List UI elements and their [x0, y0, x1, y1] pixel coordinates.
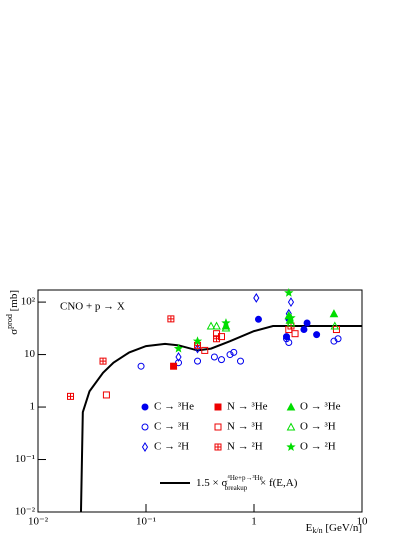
x-tick-label: 10 [357, 516, 369, 528]
curve-prefix: 1.5 × σ [196, 477, 227, 489]
marker [99, 357, 107, 365]
marker [167, 315, 175, 323]
x-tick-label: 10⁻² [28, 516, 49, 528]
y-axis-label: σprod [mb] [5, 290, 20, 335]
marker [173, 343, 184, 353]
marker [67, 392, 75, 400]
legend-marker [286, 402, 296, 411]
y-label-sup: prod [5, 314, 14, 329]
marker [285, 326, 293, 334]
y-tick-label: 10 [24, 348, 36, 360]
marker [102, 391, 110, 399]
marker [237, 357, 245, 365]
y-tick-label: 10⁻¹ [15, 453, 35, 465]
y-tick-label: 1 [30, 401, 36, 413]
curve [79, 325, 362, 512]
legend-marker [286, 442, 296, 451]
marker [313, 331, 321, 339]
marker [175, 359, 183, 367]
legend-marker [286, 422, 296, 431]
marker [217, 356, 225, 364]
marker [291, 330, 299, 338]
curve-suffix: × f(E,A) [257, 477, 297, 489]
y-label-rest: [mb] [8, 290, 20, 314]
marker [170, 362, 178, 370]
marker [213, 335, 221, 343]
marker [303, 319, 311, 327]
x-tick-label: 10⁻¹ [136, 516, 156, 528]
legend-marker [141, 442, 149, 452]
marker [137, 362, 145, 370]
marker [194, 343, 201, 354]
marker [283, 333, 291, 341]
marker [192, 336, 203, 346]
plot-frame [37, 289, 363, 513]
x-axis-label: Ek/n [GeV/n] [306, 522, 362, 535]
legend-label: N → ²H [227, 441, 263, 453]
legend-label: C → ³H [154, 421, 189, 433]
curve-group [79, 325, 362, 512]
legend-marker [214, 403, 222, 411]
marker [332, 326, 340, 334]
marker [253, 292, 260, 303]
marker [194, 357, 202, 365]
marker [254, 315, 262, 323]
annotation: CNO + p → X [60, 301, 125, 313]
marker [300, 326, 308, 334]
legend-marker [141, 423, 149, 431]
x-label-sub: k/n [312, 526, 322, 535]
legend-label: O → ²H [300, 441, 336, 453]
marker [286, 313, 296, 322]
marker [285, 338, 293, 346]
marker [221, 323, 231, 332]
marker [284, 287, 294, 297]
legend-label: O → ³H [300, 421, 336, 433]
marker [287, 297, 295, 308]
marker [334, 335, 342, 343]
marker [206, 321, 216, 330]
y-tick-label: 10⁻² [15, 506, 36, 518]
marker [175, 352, 182, 362]
legend-label: N → ³He [227, 401, 268, 413]
legend-marker [214, 443, 222, 451]
marker [226, 351, 234, 359]
curve-sub: breakup [225, 484, 248, 492]
legend-marker [141, 403, 149, 411]
legend-label: C → ²H [154, 441, 189, 453]
marker [330, 321, 340, 330]
legend-label: C → ³He [154, 401, 194, 413]
marker [283, 335, 291, 343]
legend-marker [214, 423, 222, 431]
y-label-main: σ [8, 329, 20, 335]
y-tick-label: 10² [21, 296, 36, 308]
marker [210, 353, 218, 361]
curve-legend: 1.5 × σ⁴He+p→³He breakup × f(E,A) [196, 474, 298, 492]
legend-label: N → ³H [227, 421, 263, 433]
marker [221, 318, 231, 327]
x-label-main: E [306, 522, 313, 534]
marker [286, 318, 296, 327]
x-label-rest: [GeV/n] [323, 522, 362, 534]
marker [201, 346, 209, 354]
legend-label: O → ³He [300, 401, 341, 413]
marker [329, 309, 339, 318]
marker [212, 321, 221, 330]
marker [230, 348, 238, 356]
curve-sup: ⁴He+p→³He [227, 474, 262, 482]
x-tick-label: 1 [251, 516, 257, 528]
marker [217, 333, 225, 341]
